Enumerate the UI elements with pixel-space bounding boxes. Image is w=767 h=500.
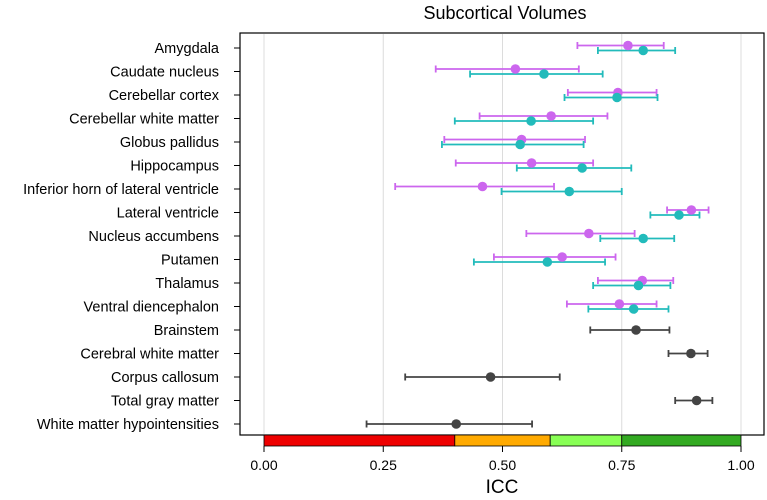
point-series-teal bbox=[674, 210, 684, 220]
category-label: Cerebellar cortex bbox=[109, 88, 220, 104]
category-label: Nucleus accumbens bbox=[88, 229, 219, 245]
x-tick-label: 0.50 bbox=[489, 457, 516, 473]
category-label: Ventral diencephalon bbox=[84, 300, 219, 316]
point-series-teal bbox=[633, 280, 644, 291]
category-label: Caudate nucleus bbox=[110, 65, 219, 81]
point-series-teal bbox=[612, 92, 622, 103]
x-axis: 0.00 0.25 0.50 0.75 1.00 bbox=[250, 446, 755, 473]
point-series-teal bbox=[539, 69, 549, 79]
point-series-teal bbox=[577, 163, 587, 173]
x-tick-label: 0.25 bbox=[370, 457, 397, 473]
point-series-purple bbox=[614, 299, 625, 309]
point-series-purple bbox=[546, 111, 556, 121]
point-series-purple bbox=[526, 158, 537, 168]
category-label: White matter hypointensities bbox=[37, 417, 219, 433]
category-label: Thalamus bbox=[155, 276, 219, 292]
x-tick-label: 1.00 bbox=[727, 457, 754, 473]
category-label: Corpus callosum bbox=[111, 370, 219, 386]
color-band-segment bbox=[454, 434, 551, 447]
category-labels: Amygdala Caudate nucleus Cerebellar cortex… bbox=[23, 41, 240, 433]
chart-title: Subcortical Volumes bbox=[423, 3, 586, 23]
category-label: Globus pallidus bbox=[120, 135, 219, 151]
point-series-purple bbox=[686, 205, 697, 215]
x-axis-label: ICC bbox=[486, 477, 519, 498]
point-series-teal bbox=[515, 139, 525, 150]
category-label: Putamen bbox=[161, 253, 219, 269]
category-label: Total gray matter bbox=[111, 394, 219, 410]
point-series-purple bbox=[557, 252, 567, 262]
data-points bbox=[451, 40, 702, 429]
category-label: Cerebral white matter bbox=[80, 347, 219, 363]
point-series-gray bbox=[691, 395, 702, 406]
interval-bars bbox=[365, 42, 714, 428]
category-label: Amygdala bbox=[155, 41, 220, 57]
x-tick-label: 0.75 bbox=[608, 457, 635, 473]
point-series-purple bbox=[584, 228, 594, 239]
point-series-teal bbox=[542, 257, 553, 267]
x-tick-label: 0.00 bbox=[250, 457, 277, 473]
point-series-teal bbox=[526, 116, 536, 126]
point-series-teal bbox=[628, 304, 639, 314]
point-series-gray bbox=[485, 372, 496, 382]
point-series-purple bbox=[623, 40, 633, 51]
category-label: Inferior horn of lateral ventricle bbox=[23, 182, 219, 198]
category-label: Cerebellar white matter bbox=[69, 112, 219, 128]
color-band-segment bbox=[263, 434, 456, 447]
point-series-teal bbox=[638, 45, 649, 56]
color-band-segment bbox=[549, 434, 623, 447]
point-series-gray bbox=[686, 348, 696, 359]
point-series-teal bbox=[638, 233, 649, 244]
icc-color-band bbox=[263, 434, 742, 447]
point-series-teal bbox=[564, 186, 575, 197]
grid-lines bbox=[263, 34, 742, 434]
category-label: Brainstem bbox=[154, 323, 219, 339]
point-series-gray bbox=[451, 419, 462, 429]
point-series-purple bbox=[477, 181, 488, 192]
color-band-segment bbox=[621, 434, 742, 447]
point-series-purple bbox=[510, 64, 521, 74]
point-series-gray bbox=[631, 325, 641, 335]
category-label: Lateral ventricle bbox=[117, 206, 219, 222]
category-label: Hippocampus bbox=[130, 159, 219, 175]
